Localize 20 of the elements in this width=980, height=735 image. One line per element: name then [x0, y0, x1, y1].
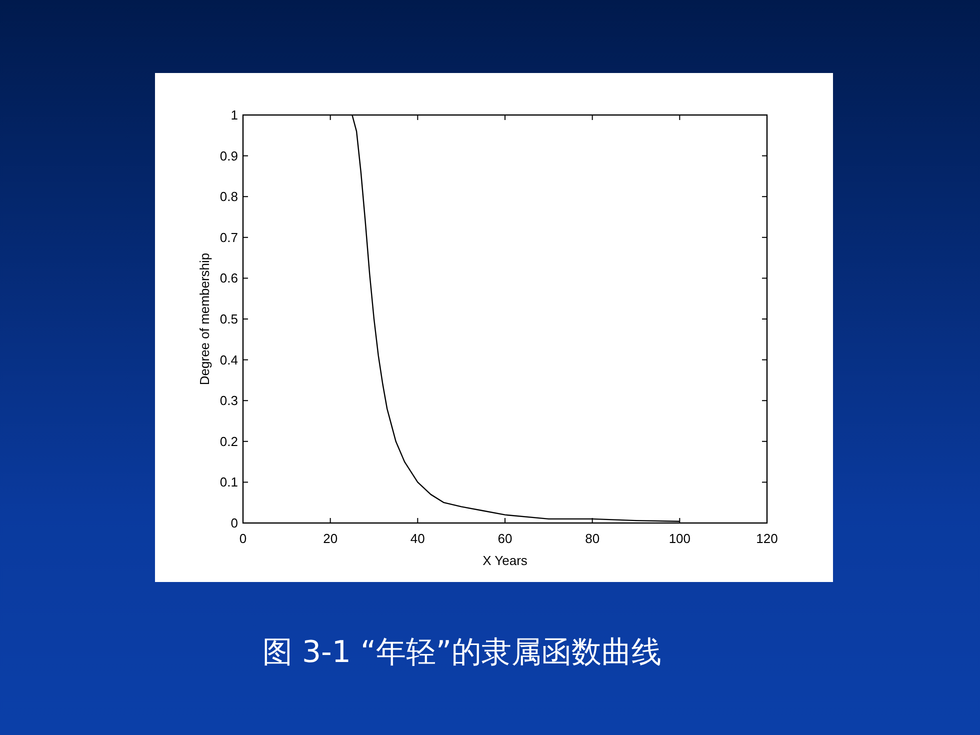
y-tick-label: 0.4: [220, 352, 238, 368]
x-tick-label: 80: [585, 531, 600, 546]
y-tick-label: 0.3: [220, 393, 238, 408]
y-tick-label: 0.8: [220, 189, 238, 204]
x-tick-label: 20: [323, 531, 338, 546]
y-tick-label: 0.9: [220, 148, 238, 164]
y-tick-label: 0.2: [220, 434, 238, 449]
y-tick-label: 0.6: [220, 270, 238, 286]
y-axis-title: Degree of membership: [197, 252, 212, 386]
y-tick-label: 0: [230, 516, 238, 530]
y-tick-label: 0.7: [220, 230, 238, 245]
text: 图 3-1 “年轻”的隶属函数曲线: [262, 635, 662, 670]
y-tick-label: 0.1: [220, 474, 238, 490]
y-tick-label: 1: [230, 108, 238, 122]
x-tick-label: 60: [498, 531, 512, 546]
x-axis-title: X Years: [482, 553, 528, 568]
x-tick-label: 40: [410, 531, 425, 546]
x-tick-label: 100: [668, 531, 691, 546]
x-tick-label: 120: [756, 531, 778, 546]
y-tick-label: 0.5: [220, 312, 238, 326]
